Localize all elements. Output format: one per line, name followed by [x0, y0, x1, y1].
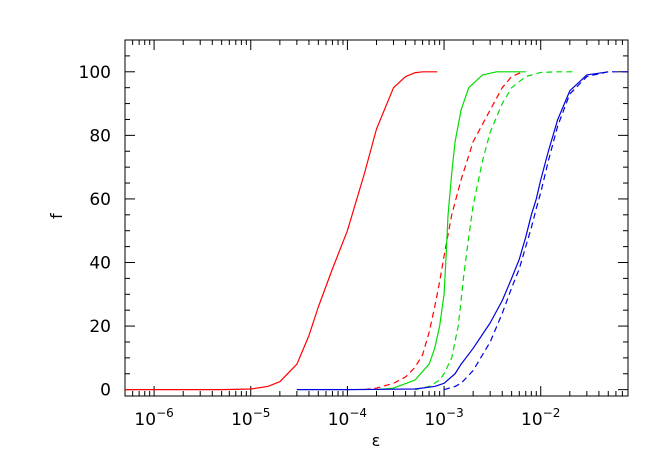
x-tick-label-base: 10 [424, 410, 446, 430]
y-axis-title: f [47, 213, 66, 219]
x-tick-label-base: 10 [328, 410, 350, 430]
y-tick-label: 40 [89, 254, 111, 274]
x-tick-label: 10−3 [424, 406, 463, 430]
x-tick-label-exponent: −2 [543, 406, 561, 420]
y-tick-label: 20 [89, 317, 111, 337]
x-tick-label: 10−6 [134, 406, 173, 430]
x-tick-label-exponent: −5 [253, 406, 271, 420]
axis-ticks [124, 39, 629, 396]
x-tick-label-base: 10 [231, 410, 253, 430]
series-line-4 [414, 71, 574, 391]
y-tick-label: 80 [89, 126, 111, 146]
series-line-1 [125, 71, 438, 391]
series-line-6 [443, 71, 628, 391]
x-tick-label-exponent: −6 [156, 406, 174, 420]
x-tick-label-base: 10 [521, 410, 543, 430]
x-tick-label-base: 10 [134, 410, 156, 430]
x-tick-label: 10−5 [231, 406, 270, 430]
series-line-5 [296, 71, 609, 391]
series-line-3 [376, 71, 526, 391]
x-tick-label-exponent: −4 [349, 406, 367, 420]
x-tick-label: 10−2 [521, 406, 560, 430]
y-tick-label: 100 [79, 63, 111, 83]
y-tick-label: 60 [89, 190, 111, 210]
x-tick-label-exponent: −3 [446, 406, 464, 420]
series-line-2 [364, 71, 523, 391]
y-tick-label: 0 [100, 381, 111, 401]
x-tick-label: 10−4 [328, 406, 367, 430]
series-group [125, 71, 628, 391]
x-axis-title: ε [372, 431, 381, 450]
plot-frame [124, 39, 629, 397]
